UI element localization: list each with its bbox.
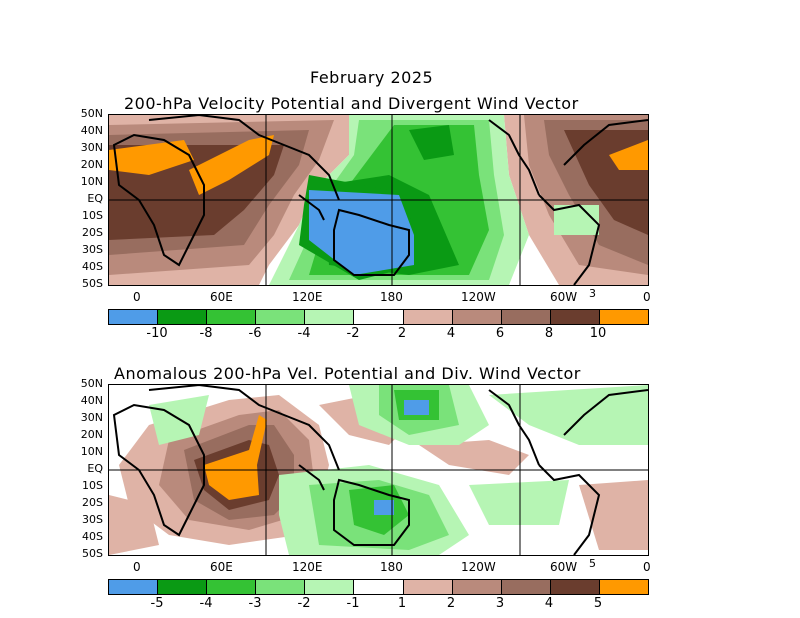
top-colorbar-label: 4	[446, 326, 456, 341]
top-lon-label: 0	[133, 290, 141, 304]
top-lat-label: 50S	[82, 277, 103, 290]
bottom-colorbar	[108, 579, 649, 595]
top-colorbar-label: 2	[397, 326, 407, 341]
bottom-colorbar-label: -3	[248, 596, 262, 611]
bottom-colorbar-swatch	[501, 580, 551, 594]
bottom-lat-label: 10N	[80, 445, 103, 458]
bottom-lat-label: 20S	[82, 496, 103, 509]
bottom-lat-label: 40S	[82, 530, 103, 543]
bottom-lon-label: 120E	[292, 560, 323, 574]
bottom-map-svg	[109, 385, 648, 555]
bottom-lon-label: 60W	[550, 560, 578, 574]
bottom-title: Anomalous 200-hPa Vel. Potential and Div…	[114, 364, 581, 383]
top-lat-label: 20N	[80, 158, 103, 171]
bottom-colorbar-swatch	[354, 580, 404, 594]
bottom-colorbar-label: 1	[397, 596, 407, 611]
top-lon-label: 60W	[550, 290, 578, 304]
top-colorbar-swatch	[501, 310, 551, 324]
bottom-lon-label: 180	[380, 560, 403, 574]
bottom-colorbar-swatch	[207, 580, 257, 594]
bottom-lat-label: EQ	[87, 462, 103, 475]
top-colorbar-swatch	[109, 310, 159, 324]
top-colorbar-swatch	[256, 310, 306, 324]
top-colorbar-label: 8	[544, 326, 554, 341]
top-colorbar-swatch	[158, 310, 208, 324]
top-lon-label: 120W	[461, 290, 496, 304]
top-colorbar	[108, 309, 649, 325]
bottom-colorbar-label: -1	[346, 596, 360, 611]
top-colorbar-label: -4	[297, 326, 311, 341]
top-colorbar-swatch	[452, 310, 502, 324]
bottom-lat-label: 40N	[80, 394, 103, 407]
top-title-field: 200-hPa Velocity Potential and Divergent…	[124, 94, 579, 113]
bottom-colorbar-swatch	[550, 580, 600, 594]
bottom-colorbar-swatch	[403, 580, 453, 594]
top-colorbar-swatch	[354, 310, 404, 324]
top-lon-label: 180	[380, 290, 403, 304]
top-colorbar-swatch	[550, 310, 600, 324]
top-colorbar-label: -2	[346, 326, 360, 341]
top-map	[108, 114, 649, 286]
bottom-map	[108, 384, 649, 556]
bottom-ref-vector: 5	[589, 557, 596, 570]
bottom-colorbar-swatch	[158, 580, 208, 594]
bottom-lat-label: 20N	[80, 428, 103, 441]
top-lat-label: 30N	[80, 141, 103, 154]
top-lat-label: 50N	[80, 107, 103, 120]
bottom-colorbar-label: 4	[544, 596, 554, 611]
bottom-colorbar-swatch	[599, 580, 649, 594]
top-colorbar-label: -10	[146, 326, 168, 341]
top-lon-label: 60E	[210, 290, 233, 304]
top-colorbar-swatch	[403, 310, 453, 324]
bottom-colorbar-label: -5	[150, 596, 164, 611]
top-lon-label: 0	[643, 290, 651, 304]
top-colorbar-label: -6	[248, 326, 262, 341]
bottom-colorbar-swatch	[109, 580, 159, 594]
bottom-colorbar-swatch	[452, 580, 502, 594]
bottom-lon-label: 60E	[210, 560, 233, 574]
top-map-svg	[109, 115, 648, 285]
bottom-colorbar-swatch	[305, 580, 355, 594]
bottom-colorbar-label: -2	[297, 596, 311, 611]
top-colorbar-swatch	[305, 310, 355, 324]
bottom-lat-label: 30N	[80, 411, 103, 424]
bottom-colorbar-swatch	[256, 580, 306, 594]
top-lat-label: 40S	[82, 260, 103, 273]
top-colorbar-label: 6	[495, 326, 505, 341]
bottom-lat-label: 30S	[82, 513, 103, 526]
top-colorbar-swatch	[599, 310, 649, 324]
bottom-colorbar-label: 2	[446, 596, 456, 611]
top-colorbar-swatch	[207, 310, 257, 324]
top-lat-label: 20S	[82, 226, 103, 239]
top-lon-label: 120E	[292, 290, 323, 304]
bottom-lon-label: 0	[133, 560, 141, 574]
bottom-colorbar-label: -4	[199, 596, 213, 611]
bottom-lat-label: 50N	[80, 377, 103, 390]
bottom-lat-label: 10S	[82, 479, 103, 492]
top-colorbar-label: 10	[589, 326, 607, 341]
top-lat-label: 10S	[82, 209, 103, 222]
bottom-lat-label: 50S	[82, 547, 103, 560]
bottom-lon-label: 120W	[461, 560, 496, 574]
top-lat-label: 30S	[82, 243, 103, 256]
bottom-colorbar-label: 3	[495, 596, 505, 611]
bottom-lon-label: 0	[643, 560, 651, 574]
top-lat-label: EQ	[87, 192, 103, 205]
top-lat-label: 10N	[80, 175, 103, 188]
top-ref-vector: 3	[589, 287, 596, 300]
top-colorbar-label: -8	[199, 326, 213, 341]
bottom-colorbar-label: 5	[593, 596, 603, 611]
top-lat-label: 40N	[80, 124, 103, 137]
top-title-month: February 2025	[310, 68, 434, 87]
